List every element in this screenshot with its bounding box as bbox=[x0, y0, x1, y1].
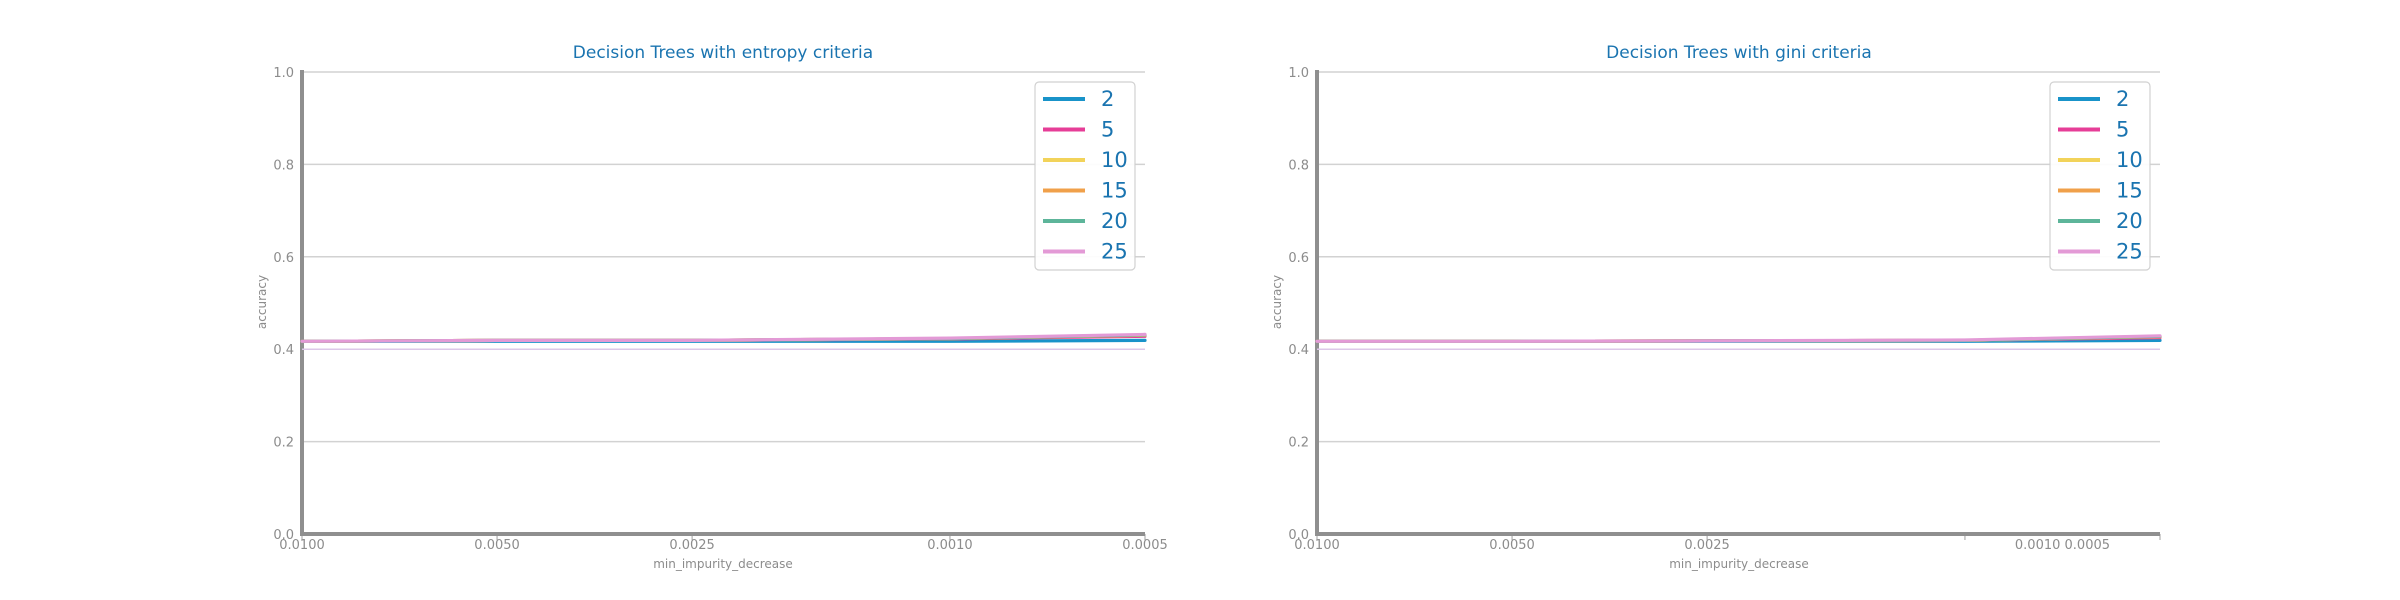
y-tick-label: 0.0 bbox=[1288, 528, 1309, 543]
y-tick-label: 0.8 bbox=[1288, 158, 1309, 173]
x-tick-label: 0.0025 bbox=[669, 538, 715, 553]
x-tick-label: 0.0010 bbox=[927, 538, 973, 553]
y-tick-label: 0.6 bbox=[273, 251, 294, 266]
x-tick-label: 0.0050 bbox=[474, 538, 520, 553]
x-axis-label: min_impurity_decrease bbox=[653, 557, 793, 571]
y-tick-label: 0.0 bbox=[273, 528, 294, 543]
legend-label-2: 2 bbox=[1101, 87, 1114, 111]
x-tick-label: 0.0100 bbox=[279, 538, 325, 553]
legend-label-15: 15 bbox=[1101, 179, 1128, 203]
legend-label-10: 10 bbox=[1101, 148, 1128, 172]
y-axis-label: accuracy bbox=[255, 275, 269, 329]
y-tick-label: 0.8 bbox=[273, 158, 294, 173]
legend-label-15: 15 bbox=[2116, 179, 2143, 203]
x-tick-label: 0.0025 bbox=[1684, 538, 1730, 553]
y-tick-label: 1.0 bbox=[1288, 66, 1309, 81]
y-tick-label: 0.6 bbox=[1288, 251, 1309, 266]
y-tick-label: 0.4 bbox=[1288, 343, 1309, 358]
series-line-25 bbox=[1315, 334, 2162, 343]
legend-label-10: 10 bbox=[2116, 148, 2143, 172]
x-tick-label: 0.0010 0.0005 bbox=[2015, 538, 2110, 553]
y-axis-label: accuracy bbox=[1270, 275, 1284, 329]
y-tick-label: 0.2 bbox=[1288, 436, 1309, 451]
legend-label-25: 25 bbox=[2116, 240, 2143, 264]
series-line-25 bbox=[300, 332, 1147, 343]
y-tick-label: 0.2 bbox=[273, 436, 294, 451]
legend-label-2: 2 bbox=[2116, 87, 2129, 111]
chart-entropy: Decision Trees with entropy criteria min… bbox=[255, 43, 1168, 571]
legend-label-5: 5 bbox=[2116, 118, 2129, 142]
x-tick-label: 0.0005 bbox=[1122, 538, 1168, 553]
legend-label-20: 20 bbox=[1101, 209, 1128, 233]
x-tick-label: 0.0100 bbox=[1294, 538, 1340, 553]
x-axis-label: min_impurity_decrease bbox=[1669, 557, 1809, 571]
x-tick-label: 0.0050 bbox=[1489, 538, 1535, 553]
legend-label-25: 25 bbox=[1101, 240, 1128, 264]
legend-label-20: 20 bbox=[2116, 209, 2143, 233]
legend-label-5: 5 bbox=[1101, 118, 1114, 142]
y-tick-label: 1.0 bbox=[273, 66, 294, 81]
chart-title: Decision Trees with gini criteria bbox=[1606, 43, 1872, 63]
chart-title: Decision Trees with entropy criteria bbox=[573, 43, 873, 63]
y-tick-label: 0.4 bbox=[273, 343, 294, 358]
chart-gini: Decision Trees with gini criteria min_im… bbox=[1270, 43, 2162, 571]
